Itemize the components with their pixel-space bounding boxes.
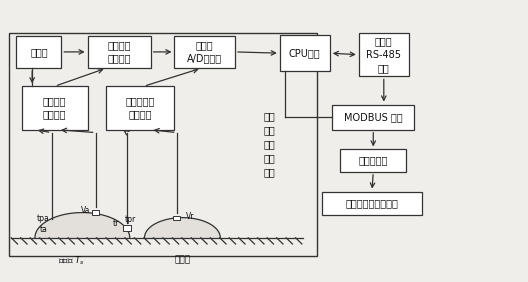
Text: 热电堆信号
调理电路: 热电堆信号 调理电路 — [126, 96, 155, 120]
Text: 上位机软件: 上位机软件 — [359, 156, 388, 166]
Text: 电路
与传
感器
一体
结构: 电路 与传 感器 一体 结构 — [263, 111, 275, 177]
Text: MODBUS 网络: MODBUS 网络 — [344, 112, 402, 122]
Text: 多通道
A/D转换器: 多通道 A/D转换器 — [187, 40, 222, 63]
Bar — [106, 86, 174, 130]
Bar — [280, 35, 330, 71]
Text: 多路模拟
开关转换: 多路模拟 开关转换 — [107, 40, 131, 63]
Text: tr: tr — [112, 219, 119, 228]
Bar — [92, 210, 99, 215]
Text: tpr: tpr — [125, 215, 136, 224]
Text: 温度信号
调理电路: 温度信号 调理电路 — [43, 96, 67, 120]
Text: 电源、
RS-485
接口: 电源、 RS-485 接口 — [366, 36, 401, 73]
Bar — [359, 33, 409, 76]
Bar — [88, 36, 151, 68]
Bar — [341, 149, 406, 172]
Text: 电流源: 电流源 — [30, 47, 48, 57]
Text: 反射罩: 反射罩 — [174, 256, 191, 265]
Text: 补偿算法计算后输出: 补偿算法计算后输出 — [345, 199, 399, 208]
Text: Vr: Vr — [186, 212, 195, 221]
Bar — [16, 36, 61, 68]
Bar — [174, 36, 235, 68]
Text: Va: Va — [81, 206, 91, 215]
Bar — [173, 216, 181, 220]
Text: CPU内核: CPU内核 — [289, 48, 320, 58]
Bar — [322, 191, 422, 215]
Bar — [22, 86, 88, 130]
Bar — [8, 33, 317, 256]
Text: 吸收罩 $T_s$: 吸收罩 $T_s$ — [58, 254, 86, 266]
Text: tpa
ta: tpa ta — [37, 214, 50, 233]
Bar — [333, 105, 414, 130]
Bar — [123, 225, 131, 231]
